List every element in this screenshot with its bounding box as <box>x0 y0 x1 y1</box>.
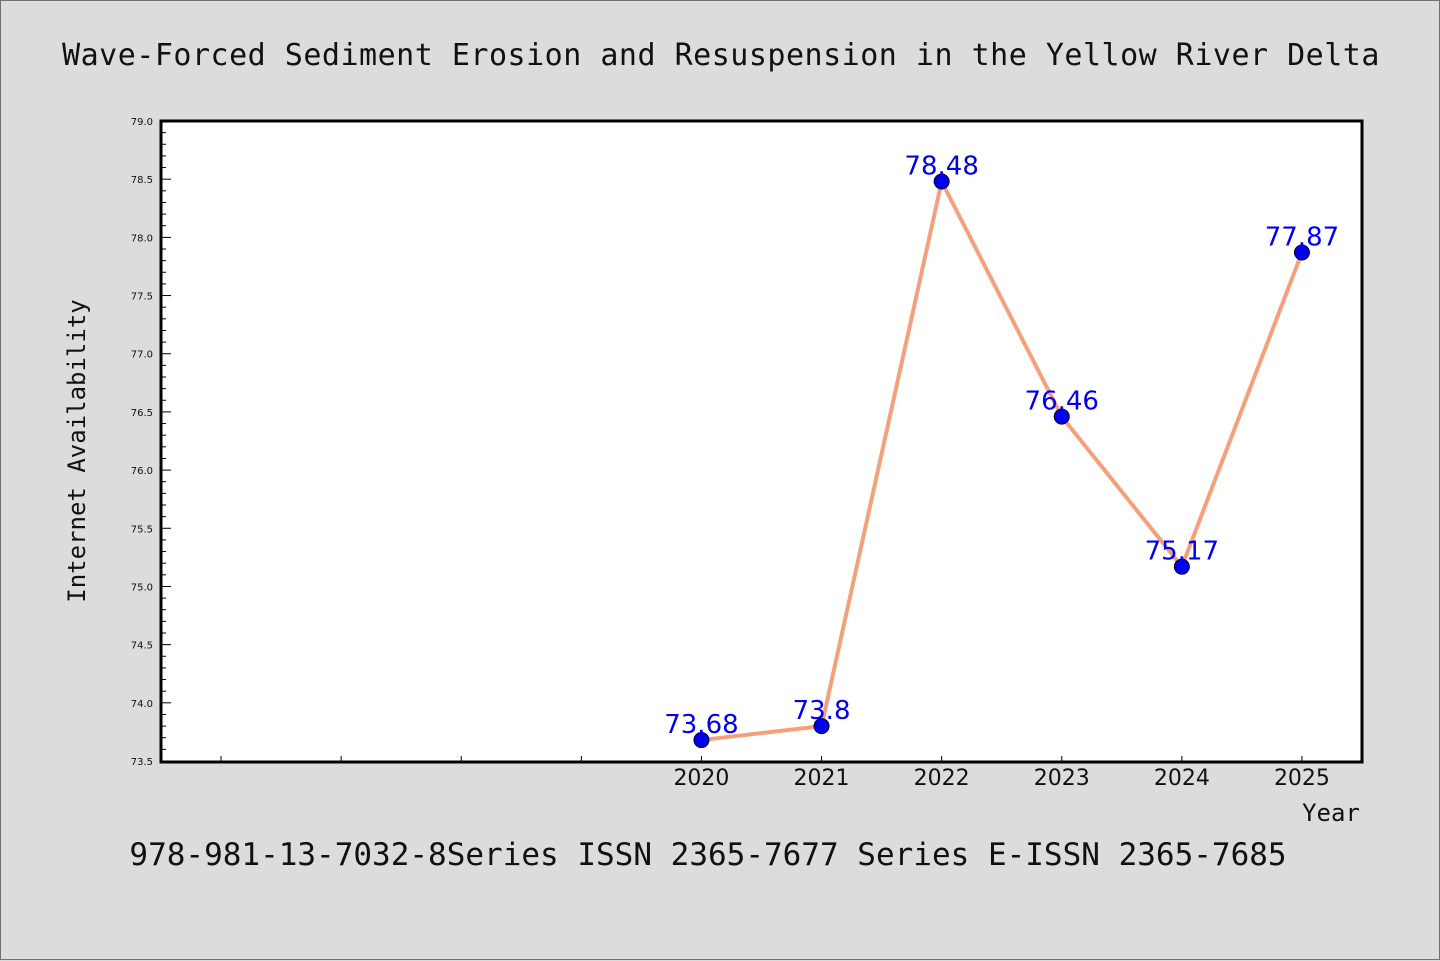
x-axis-label: Year <box>1302 799 1360 827</box>
y-tick-label: 73.5 <box>131 757 153 768</box>
data-point <box>693 732 710 749</box>
y-axis-label: Internet Availability <box>63 299 91 602</box>
y-tick-label: 78.5 <box>131 175 153 186</box>
y-tick-label: 74.0 <box>131 699 153 710</box>
y-tick-label: 77.0 <box>131 350 153 361</box>
data-label: 75.17 <box>1145 537 1219 567</box>
y-tick-label: 74.5 <box>131 641 153 652</box>
x-tick-label: 2024 <box>1154 766 1210 791</box>
data-label: 73.68 <box>664 710 738 740</box>
plot-area <box>159 119 1364 764</box>
x-tick-label: 2022 <box>914 766 970 791</box>
data-point <box>1173 558 1190 575</box>
data-point <box>813 718 830 735</box>
chart-title: Wave-Forced Sediment Erosion and Resuspe… <box>62 38 1380 73</box>
data-point <box>933 173 950 190</box>
series-markers <box>693 173 1310 749</box>
y-tick-label: 78.0 <box>131 233 153 244</box>
data-point <box>1293 244 1310 261</box>
footer-text: 978-981-13-7032-8Series ISSN 2365-7677 S… <box>129 837 1286 873</box>
x-tick-label: 2025 <box>1274 766 1330 791</box>
y-axis: 73.5 74.0 74.5 75.0 75.5 76.0 76.5 77.0 77.5 78.0… <box>131 117 171 768</box>
data-label: 73.8 <box>793 696 851 726</box>
y-tick-label: 79.0 <box>131 117 153 128</box>
data-label: 76.46 <box>1025 387 1099 417</box>
series-line <box>701 179 1304 743</box>
x-axis: 2020 2021 2022 2023 2024 2025 <box>220 756 1330 791</box>
y-tick-label: 76.0 <box>131 466 153 477</box>
y-tick-label: 75.0 <box>131 582 153 593</box>
x-tick-label: 2021 <box>794 766 850 791</box>
x-tick-label: 2023 <box>1034 766 1090 791</box>
data-labels: 73.68 73.8 78.48 76.46 75.17 77.87 <box>664 152 1339 741</box>
y-tick-label: 75.5 <box>131 524 153 535</box>
data-label: 77.87 <box>1265 222 1339 252</box>
y-tick-label: 77.5 <box>131 292 153 303</box>
data-label: 78.48 <box>904 152 978 182</box>
x-tick-label: 2020 <box>673 766 729 791</box>
data-point <box>1053 408 1070 425</box>
y-tick-label: 76.5 <box>131 408 153 419</box>
